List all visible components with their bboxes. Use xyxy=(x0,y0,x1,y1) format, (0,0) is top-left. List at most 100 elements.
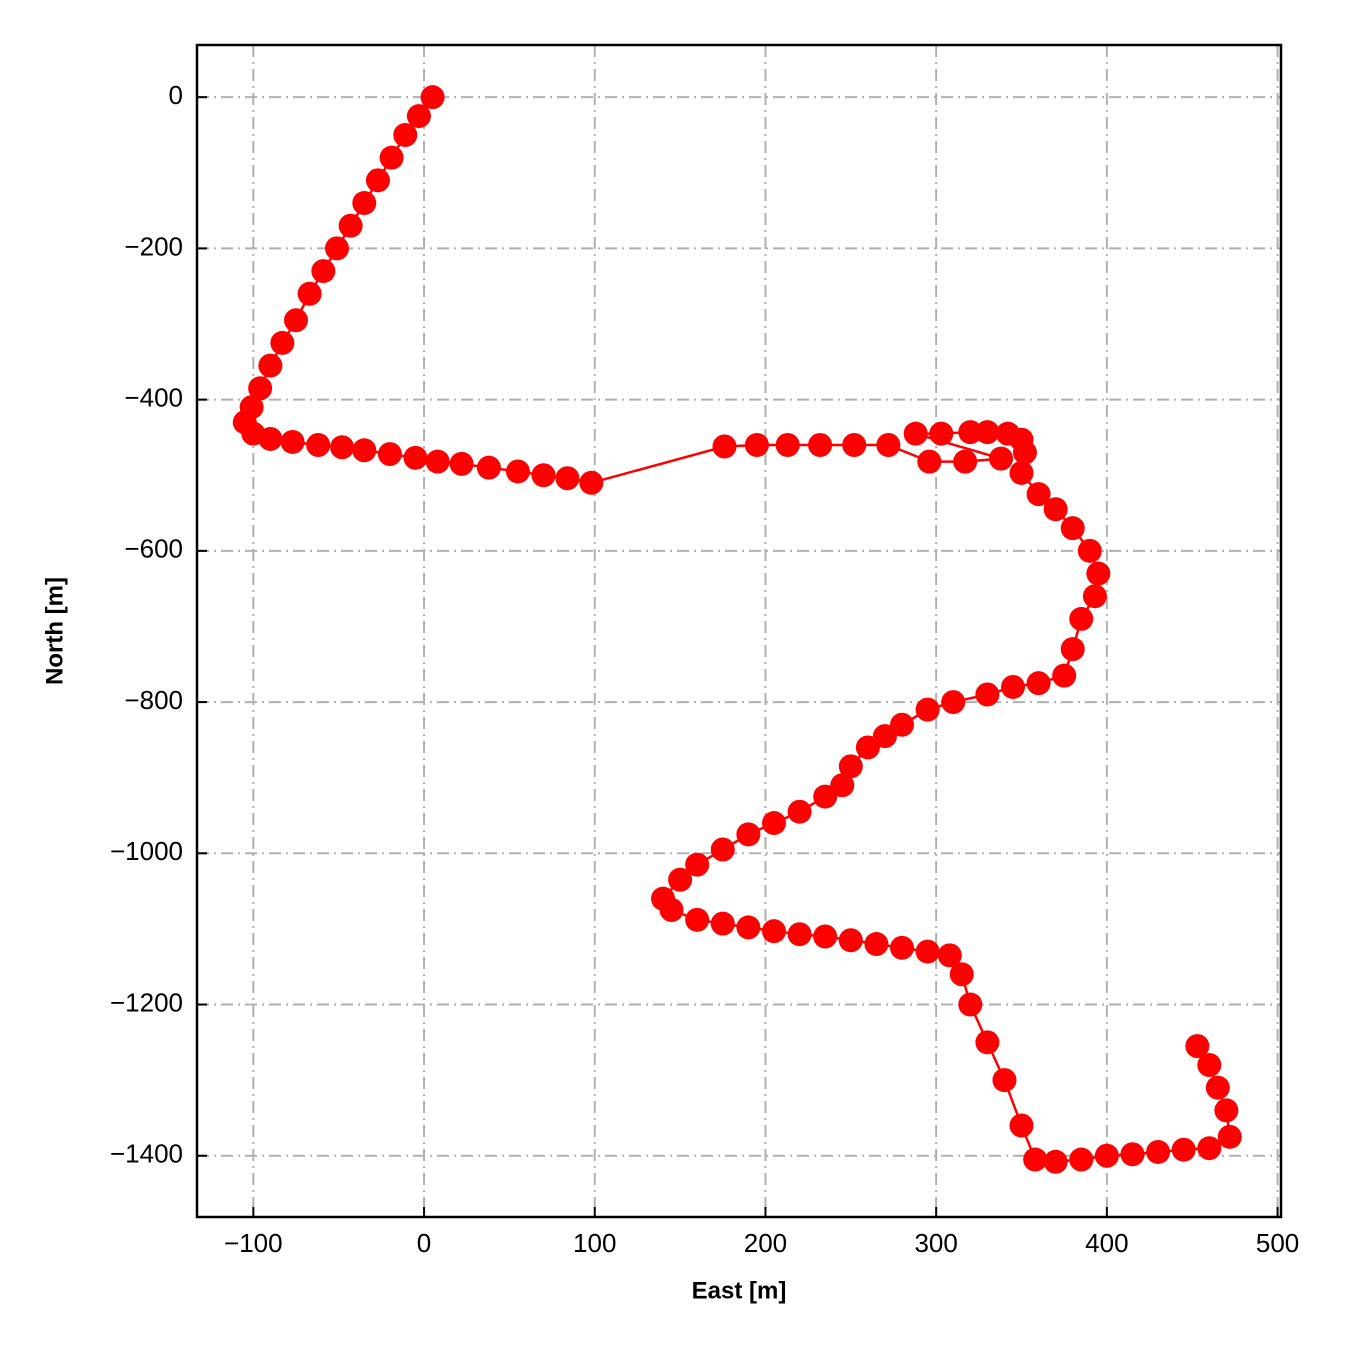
marker xyxy=(842,432,867,457)
marker xyxy=(975,420,1000,445)
marker xyxy=(761,811,786,836)
marker xyxy=(992,1068,1017,1093)
marker xyxy=(890,712,915,737)
marker xyxy=(1043,1149,1068,1174)
marker xyxy=(393,122,418,147)
marker xyxy=(929,421,954,446)
marker xyxy=(813,924,838,949)
marker xyxy=(248,376,273,401)
x-tick-label: 500 xyxy=(1256,1228,1299,1258)
marker xyxy=(1197,1053,1222,1078)
marker xyxy=(1052,663,1077,688)
marker xyxy=(808,432,833,457)
marker xyxy=(710,911,735,936)
marker xyxy=(505,459,530,484)
x-tick-label: 200 xyxy=(744,1228,787,1258)
marker xyxy=(685,852,710,877)
marker xyxy=(830,773,855,798)
marker xyxy=(1000,674,1025,699)
marker xyxy=(306,432,331,457)
marker xyxy=(761,919,786,944)
x-tick-label: 300 xyxy=(914,1228,957,1258)
marker xyxy=(685,907,710,932)
marker xyxy=(377,442,402,467)
marker xyxy=(1205,1075,1230,1100)
marker xyxy=(1171,1137,1196,1162)
y-tick-label: −1400 xyxy=(110,1139,183,1169)
y-tick-label: −600 xyxy=(124,534,183,564)
marker xyxy=(1082,584,1107,609)
marker xyxy=(1146,1139,1171,1164)
marker xyxy=(813,784,838,809)
marker xyxy=(710,837,735,862)
marker xyxy=(1009,460,1034,485)
marker xyxy=(449,451,474,476)
x-tick-label: −100 xyxy=(224,1228,283,1258)
marker xyxy=(872,724,897,749)
marker xyxy=(864,932,889,957)
marker xyxy=(890,935,915,960)
marker xyxy=(838,928,863,953)
marker xyxy=(876,432,901,457)
marker xyxy=(941,690,966,715)
marker xyxy=(579,470,604,495)
marker xyxy=(915,697,940,722)
marker xyxy=(712,434,737,459)
marker xyxy=(270,330,295,355)
marker xyxy=(555,466,580,491)
marker xyxy=(1023,1147,1048,1172)
y-tick-label: −1000 xyxy=(110,836,183,866)
marker xyxy=(476,455,501,480)
marker xyxy=(1077,538,1102,563)
marker xyxy=(1060,637,1085,662)
marker xyxy=(280,429,305,454)
y-tick-label: −200 xyxy=(124,231,183,261)
y-tick-label: −800 xyxy=(124,685,183,715)
marker xyxy=(1009,1113,1034,1138)
marker xyxy=(258,353,283,378)
marker xyxy=(1060,516,1085,541)
marker xyxy=(736,915,761,940)
marker xyxy=(958,420,983,445)
marker xyxy=(1094,1143,1119,1168)
marker xyxy=(352,191,377,216)
marker xyxy=(531,463,556,488)
marker xyxy=(330,435,355,460)
marker xyxy=(775,432,800,457)
marker xyxy=(1197,1136,1222,1161)
marker xyxy=(668,867,693,892)
marker xyxy=(258,426,283,451)
marker xyxy=(975,1030,1000,1055)
y-tick-label: −1200 xyxy=(110,987,183,1017)
marker xyxy=(406,104,431,129)
marker xyxy=(297,281,322,306)
marker xyxy=(787,799,812,824)
marker xyxy=(855,735,880,760)
marker xyxy=(1185,1034,1210,1059)
x-tick-label: 100 xyxy=(573,1228,616,1258)
marker xyxy=(975,682,1000,707)
marker xyxy=(420,85,445,110)
x-tick-label: 400 xyxy=(1085,1228,1128,1258)
marker xyxy=(659,898,684,923)
marker xyxy=(425,449,450,474)
y-tick-label: −400 xyxy=(124,382,183,412)
marker xyxy=(937,943,962,968)
marker xyxy=(838,754,863,779)
marker xyxy=(1214,1098,1239,1123)
marker xyxy=(1217,1124,1242,1149)
marker xyxy=(1012,440,1037,465)
marker xyxy=(953,449,978,474)
marker xyxy=(903,421,928,446)
marker xyxy=(1069,1147,1094,1172)
marker xyxy=(1026,482,1051,507)
marker xyxy=(352,438,377,463)
marker xyxy=(324,236,349,261)
marker xyxy=(338,213,363,238)
y-axis-label: North [m] xyxy=(41,577,68,685)
marker xyxy=(284,308,309,333)
marker xyxy=(917,449,942,474)
x-tick-label: 0 xyxy=(417,1228,431,1258)
marker xyxy=(1120,1142,1145,1167)
